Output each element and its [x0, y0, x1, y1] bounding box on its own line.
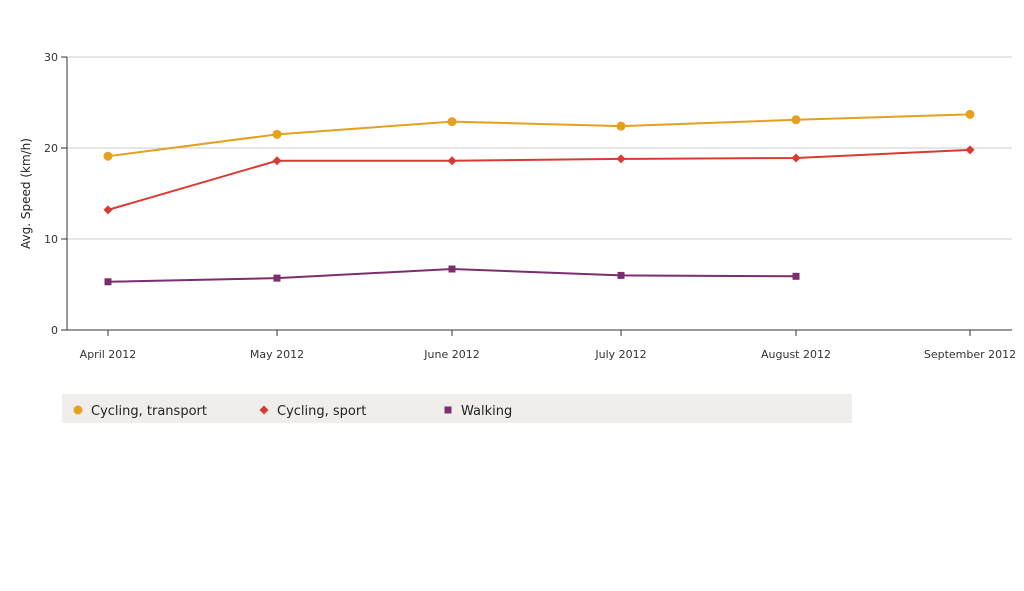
x-tick-label: September 2012	[924, 348, 1016, 361]
data-point	[792, 272, 800, 280]
gridlines	[67, 56, 1012, 240]
series	[103, 109, 975, 286]
legend-background	[62, 394, 852, 423]
y-tick-label: 30	[44, 51, 58, 64]
x-tick-label: June 2012	[423, 348, 479, 361]
data-point	[791, 153, 801, 163]
data-point	[272, 156, 282, 166]
data-point	[103, 205, 113, 215]
data-point	[447, 156, 457, 166]
legend-marker	[73, 405, 83, 415]
y-tick-label: 20	[44, 142, 58, 155]
legend-label: Cycling, sport	[277, 404, 366, 419]
series-cycling-sport	[103, 145, 975, 215]
legend: Cycling, transport Cycling, sport Walking	[73, 404, 512, 419]
x-tick-label: July 2012	[594, 348, 646, 361]
series-cycling-transport	[103, 109, 975, 161]
data-point	[616, 154, 626, 164]
data-point	[965, 109, 975, 119]
data-point	[616, 121, 626, 131]
x-tick-label: August 2012	[761, 348, 831, 361]
data-point	[103, 151, 113, 161]
data-point	[617, 271, 625, 279]
legend-label: Walking	[461, 404, 512, 419]
x-tick-label: April 2012	[80, 348, 137, 361]
data-point	[272, 129, 282, 139]
data-point	[273, 274, 281, 282]
data-point	[791, 115, 801, 125]
series-line	[107, 113, 971, 158]
series-line	[107, 148, 971, 211]
data-point	[448, 265, 456, 273]
legend-marker	[259, 405, 269, 415]
legend-marker	[444, 406, 452, 414]
x-tick-label: May 2012	[250, 348, 304, 361]
axes: 0 10 20 30 April 2012 May 2012 June 2012 July 2…	[19, 51, 1016, 361]
legend-label: Cycling, transport	[91, 404, 207, 419]
y-tick-label: 0	[51, 324, 58, 337]
data-point	[965, 145, 975, 155]
data-point	[447, 117, 457, 127]
series-walking	[104, 265, 800, 286]
y-axis-title: Avg. Speed (km/h)	[19, 138, 33, 249]
y-tick-label: 10	[44, 233, 58, 246]
data-point	[104, 278, 112, 286]
